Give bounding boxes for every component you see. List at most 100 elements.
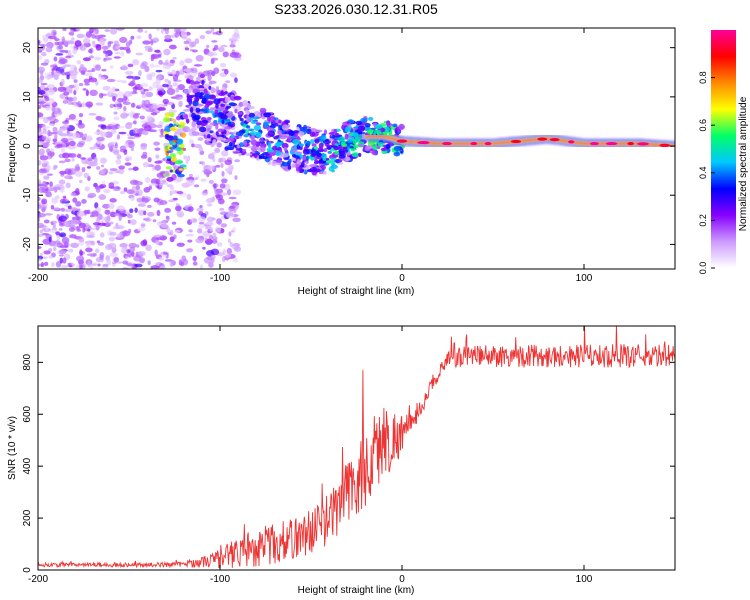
spectrogram-ridge-mark: [209, 107, 214, 112]
spectrogram-noise-mark: [87, 260, 91, 268]
spectrogram-noise-mark: [219, 207, 225, 211]
spectrogram-noise-mark: [46, 89, 56, 96]
spectrogram-ridge-mark: [169, 146, 175, 150]
spectrogram-ridge-mark: [255, 122, 262, 126]
spectrogram-noise-mark: [214, 147, 221, 153]
spectrogram-noise-mark: [141, 201, 146, 206]
spectrogram-noise-mark: [158, 176, 163, 180]
spectrogram-ridge-mark: [186, 96, 193, 103]
spectrogram-ridge-mark: [253, 124, 262, 132]
spectrogram-noise-mark: [89, 161, 98, 167]
spectrogram-noise-mark: [101, 68, 107, 72]
spectrogram-noise-mark: [87, 157, 93, 162]
spectrogram-peak-mark: [568, 140, 575, 144]
spectrogram-ridge-mark: [360, 117, 368, 123]
spectrogram-noise-mark: [162, 83, 169, 88]
colorbar-tick-label: 0.0: [698, 262, 708, 275]
spectrogram-ridge-mark: [313, 160, 319, 165]
spectrogram-ridge-mark: [284, 131, 293, 135]
spectrogram-noise-mark: [109, 221, 114, 225]
spectrogram-noise-mark: [115, 28, 125, 31]
spectrogram-noise-mark: [138, 70, 142, 77]
spectrogram-ridge-mark: [271, 160, 277, 167]
spectrogram-noise-mark: [162, 98, 169, 105]
spectrogram-noise-mark: [69, 234, 77, 239]
spectrogram-noise-mark: [85, 240, 91, 248]
spectrogram-ridge-mark: [227, 121, 232, 126]
spectrogram-noise-mark: [112, 186, 121, 192]
spectrogram-noise-mark: [115, 45, 120, 50]
spectrogram-noise-mark: [113, 111, 118, 115]
spectrogram-noise-mark: [150, 72, 156, 77]
spectrogram-noise-mark: [175, 203, 180, 207]
spectrogram-noise-mark: [62, 195, 67, 199]
spectrogram-noise-mark: [101, 45, 109, 50]
spectrogram-ridge-mark: [189, 106, 194, 114]
spectrogram-noise-mark: [101, 222, 106, 227]
spectrogram-noise-mark: [135, 185, 141, 191]
spectrogram-noise-mark: [71, 132, 81, 139]
spectrogram-noise-mark: [220, 228, 225, 234]
spectrogram-noise-mark: [48, 248, 53, 252]
spectrogram-ridge-mark: [252, 116, 260, 120]
spectrogram-noise-mark: [62, 143, 67, 148]
spectrogram-ridge-mark: [355, 120, 363, 126]
spectrogram-noise-mark: [140, 144, 147, 150]
spectrogram-noise-mark: [48, 255, 53, 259]
spectrogram-ridge-mark: [186, 93, 190, 98]
spectrogram-noise-mark: [124, 70, 134, 76]
spectrogram-noise-mark: [70, 45, 75, 49]
spectrogram-noise-mark: [78, 113, 84, 118]
spectrogram-ridge-mark: [318, 171, 324, 175]
spectrogram-marks: [38, 28, 675, 269]
spectrogram-noise-mark: [65, 117, 71, 121]
spectrogram-noise-mark: [41, 126, 51, 129]
spectrogram-noise-mark: [114, 106, 121, 110]
spectrogram-noise-mark: [83, 78, 91, 84]
spectrogram-noise-mark: [95, 186, 101, 193]
spectrogram-noise-mark: [39, 43, 47, 47]
spectrogram-noise-mark: [222, 249, 226, 256]
spectrogram-noise-mark: [117, 91, 125, 98]
spectrogram-ridge-mark: [357, 143, 365, 147]
spectrogram-noise-mark: [56, 45, 64, 51]
spectrogram-ridge-mark: [165, 156, 172, 159]
spectrogram-noise-mark: [113, 56, 121, 59]
spectrogram-noise-mark: [115, 159, 122, 165]
spectrogram-noise-mark: [221, 149, 229, 157]
spectrogram-noise-mark: [150, 112, 158, 116]
colorbar: 0.0 0.2 0.4 0.6 0.8 Normalized spectral ampl…: [698, 30, 749, 274]
spectrogram-noise-mark: [64, 168, 71, 175]
spectrogram-peak-mark: [470, 141, 478, 146]
spectrogram-ridge-mark: [208, 80, 217, 84]
spectrogram-noise-mark: [124, 162, 132, 166]
spectrogram-ridge-mark: [245, 109, 250, 115]
spectrogram-noise-mark: [114, 51, 121, 55]
spectrogram-ridge-mark: [201, 79, 205, 86]
spectrogram-noise-mark: [146, 115, 153, 122]
spectrogram-noise-mark: [75, 28, 81, 31]
spectrogram-noise-mark: [176, 190, 184, 195]
spectrogram-noise-mark: [76, 60, 82, 65]
spectrogram-noise-mark: [156, 209, 161, 217]
spectrogram-noise-mark: [137, 189, 143, 197]
spectrogram-noise-mark: [86, 166, 92, 169]
spectrogram-noise-mark: [69, 29, 75, 37]
spectrogram-noise-mark: [94, 248, 100, 254]
spectrogram-noise-mark: [79, 44, 87, 51]
colorbar-tick-label: 0.6: [698, 119, 708, 132]
spectrogram-noise-mark: [55, 261, 62, 268]
spectrogram-ridge-mark: [340, 152, 345, 156]
spectrogram-noise-mark: [176, 242, 185, 247]
spectrogram-noise-mark: [72, 96, 78, 102]
spectrogram-ridge-mark: [309, 166, 318, 172]
spectrogram-noise-mark: [210, 248, 220, 256]
spectrogram-noise-mark: [132, 113, 140, 119]
spectrogram-noise-mark: [179, 60, 185, 66]
spectrogram-peak-mark: [510, 139, 522, 144]
spectrogram-noise-mark: [95, 225, 100, 231]
spectrogram-ridge-mark: [225, 105, 232, 109]
spectrogram-noise-mark: [188, 229, 193, 233]
spectrogram-noise-mark: [187, 155, 191, 162]
spectrogram-noise-mark: [58, 160, 66, 164]
